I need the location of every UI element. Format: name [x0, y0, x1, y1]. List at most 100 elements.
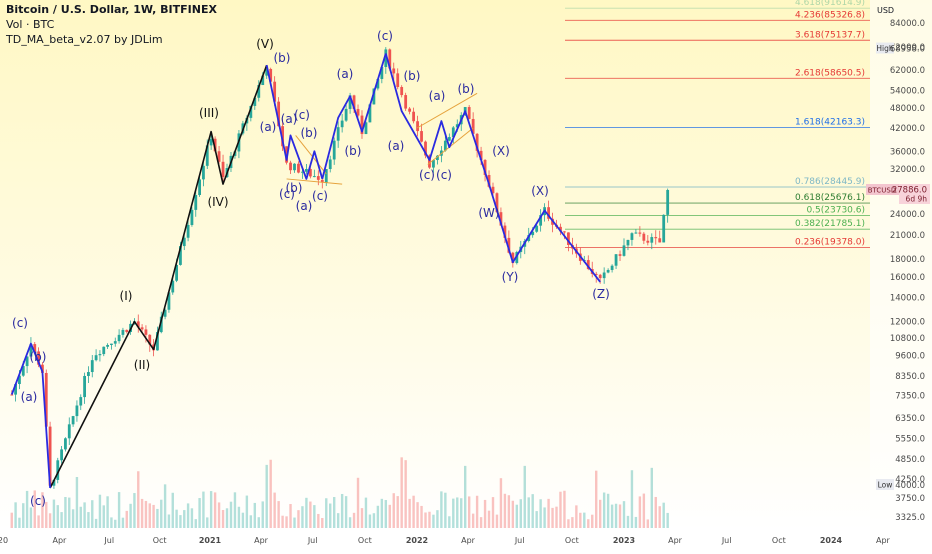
volume-bar — [241, 512, 245, 528]
wave-label: (IV) — [207, 195, 228, 209]
volume-bar — [352, 512, 356, 528]
volume-bar — [68, 497, 71, 528]
volume-bar — [253, 502, 257, 528]
candle — [316, 170, 320, 186]
fib-level: 0.382(21785.1) — [565, 219, 870, 230]
volume-bar — [18, 517, 21, 528]
volume-bar — [321, 517, 324, 528]
time-tick: Apr — [461, 536, 476, 545]
volume-bar — [614, 503, 618, 528]
high-badge — [876, 42, 894, 54]
candle — [416, 115, 419, 137]
candle-body — [29, 344, 33, 357]
volume-bar — [198, 498, 201, 528]
volume-bar — [79, 506, 82, 528]
candle — [400, 85, 404, 98]
volume-bar — [424, 512, 427, 528]
candle-body — [479, 150, 483, 160]
volume-bar — [654, 496, 657, 528]
candle — [98, 350, 102, 362]
candle-body — [121, 329, 125, 335]
candle-body — [67, 424, 71, 439]
fibonacci-levels: 4.618(91614.9) 4.236(85326.8) 3.618(75137.… — [565, 0, 870, 248]
volume-bar — [14, 502, 17, 528]
candle-body — [535, 225, 539, 232]
fib-label: 0.382(21785.1) — [795, 219, 865, 229]
candle — [125, 329, 129, 334]
volume-bar — [171, 492, 174, 528]
candle — [324, 169, 328, 187]
candle-body — [285, 146, 288, 163]
price-tick: 3325.0 — [895, 513, 925, 523]
volume-bar — [25, 490, 29, 528]
candle-body — [594, 273, 598, 275]
volume-bar — [22, 503, 25, 528]
candle-body — [269, 68, 273, 82]
candle — [83, 372, 86, 404]
candle-body — [202, 165, 205, 180]
candle — [293, 163, 296, 173]
time-tick: Jul — [721, 536, 732, 545]
time-axis-bg — [0, 530, 932, 550]
candle-body — [364, 122, 368, 135]
volume-bar — [384, 500, 388, 528]
candle-body — [539, 215, 543, 226]
candle-body — [305, 169, 308, 172]
candle — [64, 437, 67, 452]
candle — [221, 154, 225, 182]
candle-body — [483, 159, 487, 176]
volume-bar — [45, 501, 48, 528]
candle — [360, 110, 364, 139]
candle — [194, 189, 198, 217]
volume-bar — [83, 502, 86, 528]
fib-label: 0.236(19378.0) — [795, 237, 865, 247]
candle-body — [340, 120, 344, 128]
candle — [75, 400, 79, 422]
candle — [136, 314, 140, 333]
volume-bar — [456, 497, 459, 528]
candle-body — [60, 449, 63, 461]
candle-body — [159, 316, 163, 333]
candle-body — [289, 162, 292, 171]
candle-body — [217, 151, 221, 162]
candle-body — [475, 133, 479, 151]
last-price-badge — [899, 184, 930, 204]
wave-label: (a) — [260, 120, 277, 134]
volume-bar — [392, 493, 395, 528]
candle-body — [182, 237, 186, 247]
candle — [182, 234, 186, 251]
candle — [167, 292, 171, 313]
volume-bar — [261, 501, 264, 528]
candle-body — [618, 254, 622, 256]
candle — [117, 329, 121, 344]
candle — [79, 394, 83, 411]
volume-bar — [547, 498, 550, 528]
wave-label: (I) — [120, 289, 133, 303]
candle — [186, 219, 190, 242]
candle-body — [94, 355, 98, 361]
candle — [110, 343, 113, 350]
volume-bar — [400, 457, 403, 528]
low-value: 4000.0 — [895, 481, 925, 491]
elliott-wave-lines — [10, 53, 601, 489]
wave-label: (Y) — [502, 270, 519, 284]
candle-body — [167, 292, 171, 310]
candle-body — [602, 272, 606, 279]
volume-bar — [388, 504, 391, 528]
volume-bar — [591, 514, 594, 528]
candle-body — [511, 252, 515, 264]
candle-body — [21, 366, 25, 376]
candle — [56, 457, 60, 484]
candle-body — [136, 321, 140, 328]
volume-bar — [194, 519, 197, 528]
time-tick: 2022 — [406, 536, 428, 545]
candle-body — [336, 127, 340, 141]
candle-body — [491, 186, 495, 194]
candle — [190, 206, 194, 227]
volume-bar — [144, 500, 148, 528]
volume-bar — [348, 517, 352, 528]
candle-body — [598, 274, 602, 279]
volume-bar — [117, 492, 121, 528]
volume-bar — [33, 490, 36, 528]
